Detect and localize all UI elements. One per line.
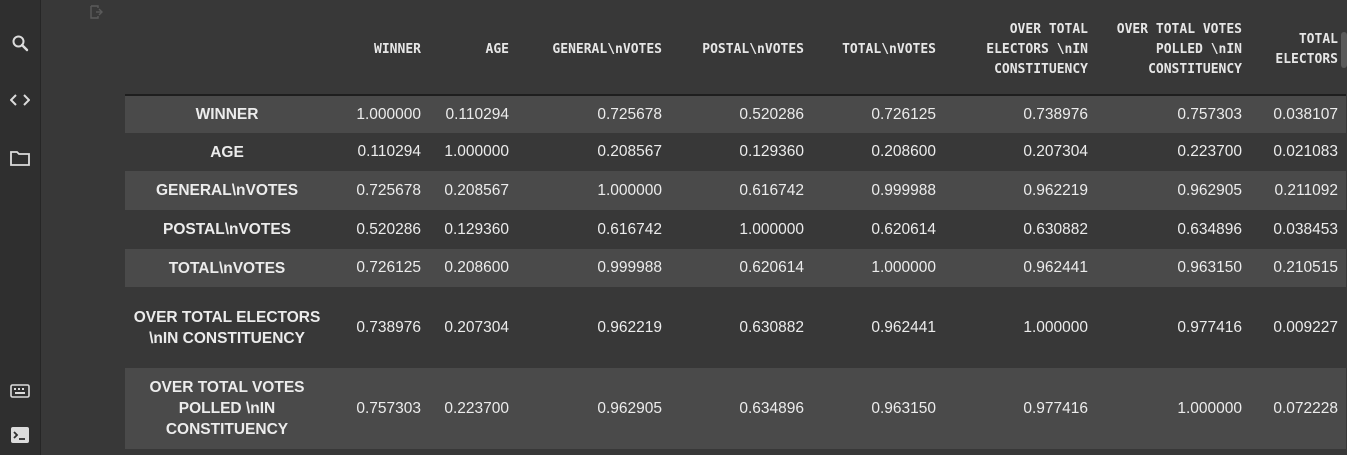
column-header: OVER TOTAL VOTES POLLED \nIN CONSTITUENC… bbox=[1096, 6, 1250, 96]
table-cell: 1.000000 bbox=[444, 143, 509, 160]
column-header-label: TOTAL ELECTORS bbox=[1275, 32, 1338, 67]
table-cell: 1.000000 bbox=[1023, 318, 1088, 336]
table-cell: 0.616742 bbox=[597, 220, 662, 238]
row-index: AGE bbox=[210, 143, 244, 161]
output-actions-icon[interactable] bbox=[88, 4, 104, 20]
table-cell: 0.072228 bbox=[1273, 399, 1338, 417]
table-cell: 0.726125 bbox=[871, 105, 936, 123]
table-cell: 0.208567 bbox=[597, 143, 662, 160]
table-cell: 0.208600 bbox=[871, 143, 936, 160]
table-cell: 0.962441 bbox=[871, 318, 936, 336]
left-toolbar bbox=[0, 0, 41, 455]
table-cell: 0.962219 bbox=[597, 318, 662, 336]
table-cell: 0.211092 bbox=[1274, 181, 1339, 199]
table-cell: 0.207304 bbox=[1023, 143, 1088, 160]
table-cell: 1.000000 bbox=[1177, 399, 1242, 417]
table-cell: 0.630882 bbox=[739, 318, 804, 336]
keyboard-icon[interactable] bbox=[8, 379, 32, 403]
column-header-label: OVER TOTAL VOTES POLLED \nIN CONSTITUENC… bbox=[1116, 22, 1242, 77]
table-cell: 1.000000 bbox=[871, 259, 936, 276]
row-index: OVER TOTAL VOTES POLLED \nIN CONSTITUENC… bbox=[149, 379, 305, 438]
table-row: POSTAL\nVOTES 0.520286 0.129360 0.616742… bbox=[125, 210, 1346, 249]
table-row: GENERAL\nVOTES 0.725678 0.208567 1.00000… bbox=[125, 171, 1346, 210]
search-icon[interactable] bbox=[8, 31, 32, 55]
column-header: WINNER bbox=[329, 6, 429, 96]
table-cell: 0.962441 bbox=[1023, 259, 1088, 276]
table-cell: 0.738976 bbox=[356, 318, 421, 336]
table-cell: 0.726125 bbox=[356, 259, 421, 276]
table-row: WINNER 1.000000 0.110294 0.725678 0.5202… bbox=[125, 95, 1346, 133]
table-cell: 0.616742 bbox=[739, 181, 804, 199]
table-cell: 0.977416 bbox=[1177, 318, 1242, 336]
table-cell: 0.725678 bbox=[597, 105, 662, 123]
code-icon[interactable] bbox=[8, 88, 32, 112]
table-cell: 1.000000 bbox=[739, 220, 804, 238]
table-cell: 0.977416 bbox=[1023, 399, 1088, 417]
row-index: POSTAL\nVOTES bbox=[162, 221, 292, 238]
table-cell: 0.223700 bbox=[1177, 143, 1242, 160]
table-cell: 0.738976 bbox=[1023, 105, 1088, 123]
table-cell: 0.999988 bbox=[871, 181, 936, 199]
table-cell: 0.520286 bbox=[739, 105, 804, 123]
table-cell: 0.634896 bbox=[1177, 220, 1242, 238]
table-cell: 0.110294 bbox=[445, 105, 510, 123]
table-cell: 0.962219 bbox=[1023, 181, 1088, 199]
table-row: OVER TOTAL ELECTORS \nIN CONSTITUENCY 0.… bbox=[125, 287, 1346, 368]
header-row: WINNER AGE GENERAL\nVOTES POSTAL\nVOTES … bbox=[125, 6, 1346, 96]
table-cell: 0.110294 bbox=[357, 143, 422, 160]
row-index: GENERAL\nVOTES bbox=[155, 182, 299, 199]
table-cell: 0.208600 bbox=[444, 259, 509, 276]
table-cell: 0.963150 bbox=[871, 399, 936, 417]
table-cell: 0.038107 bbox=[1273, 105, 1338, 123]
column-header: OVER TOTAL ELECTORS \nIN CONSTITUENCY bbox=[944, 6, 1096, 96]
table-cell: 0.038453 bbox=[1273, 220, 1338, 238]
table-cell: 0.129360 bbox=[739, 143, 804, 160]
table-row: OVER TOTAL VOTES POLLED \nIN CONSTITUENC… bbox=[125, 368, 1346, 449]
column-header: TOTAL ELECTORS bbox=[1250, 6, 1346, 96]
row-index: TOTAL\nVOTES bbox=[168, 259, 286, 277]
table-cell: 0.757303 bbox=[356, 399, 421, 417]
table-cell: 1.000000 bbox=[356, 105, 421, 123]
column-header: AGE bbox=[429, 6, 517, 96]
table-row: AGE 0.110294 1.000000 0.208567 0.129360 … bbox=[125, 133, 1346, 171]
table-cell: 0.962905 bbox=[597, 399, 662, 417]
column-header-label: OVER TOTAL ELECTORS \nIN CONSTITUENCY bbox=[986, 22, 1088, 77]
column-header: TOTAL\nVOTES bbox=[812, 6, 944, 96]
table-cell: 0.620614 bbox=[871, 220, 936, 238]
table-cell: 0.634896 bbox=[739, 399, 804, 417]
table-cell: 0.223700 bbox=[444, 399, 509, 417]
column-header: GENERAL\nVOTES bbox=[517, 6, 670, 96]
table-cell: 0.021083 bbox=[1273, 143, 1338, 160]
table-cell: 0.210515 bbox=[1273, 259, 1338, 276]
table-cell: 0.630882 bbox=[1023, 220, 1088, 238]
table-cell: 0.962905 bbox=[1177, 181, 1242, 199]
correlation-table: WINNER AGE GENERAL\nVOTES POSTAL\nVOTES … bbox=[125, 6, 1346, 449]
table-cell: 0.208567 bbox=[444, 181, 509, 199]
table-cell: 0.999988 bbox=[597, 259, 662, 276]
table-cell: 1.000000 bbox=[597, 181, 662, 199]
folder-icon[interactable] bbox=[8, 146, 32, 170]
table-cell: 0.129360 bbox=[444, 220, 509, 238]
table-cell: 0.620614 bbox=[739, 259, 804, 276]
table-row: TOTAL\nVOTES 0.726125 0.208600 0.999988 … bbox=[125, 249, 1346, 287]
row-index: WINNER bbox=[195, 106, 259, 123]
row-index: OVER TOTAL ELECTORS \nIN CONSTITUENCY bbox=[133, 308, 321, 347]
table-cell: 0.757303 bbox=[1177, 105, 1242, 123]
table-cell: 0.520286 bbox=[356, 220, 421, 238]
terminal-icon[interactable] bbox=[8, 423, 32, 447]
table-cell: 0.963150 bbox=[1177, 259, 1242, 276]
column-header: POSTAL\nVOTES bbox=[670, 6, 812, 96]
table-cell: 0.009227 bbox=[1273, 318, 1338, 336]
dataframe-output: WINNER AGE GENERAL\nVOTES POSTAL\nVOTES … bbox=[125, 6, 1346, 449]
table-cell: 0.725678 bbox=[356, 181, 421, 199]
table-cell: 0.207304 bbox=[444, 318, 509, 336]
index-header bbox=[125, 6, 329, 96]
